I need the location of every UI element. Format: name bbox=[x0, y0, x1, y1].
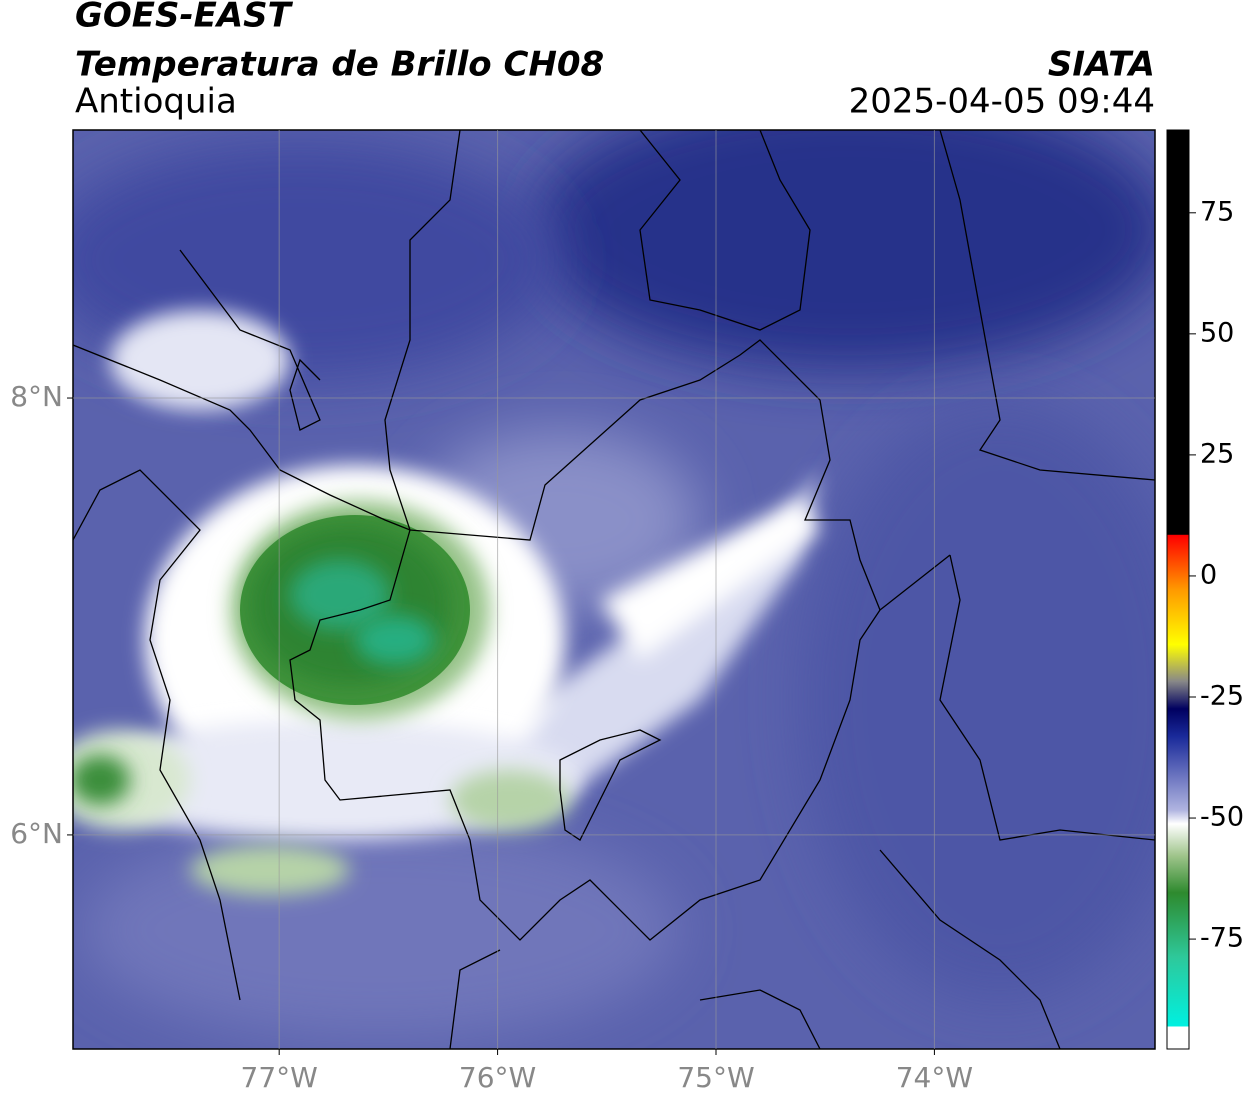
boundaries bbox=[73, 130, 1155, 1049]
lon-tick-label: 77°W bbox=[241, 1061, 318, 1094]
timestamp: 2025-04-05 09:44 bbox=[849, 82, 1155, 122]
lat-tick-label: 8°N bbox=[10, 380, 63, 413]
region: Antioquia bbox=[75, 82, 237, 122]
subtitle: Temperatura de Brillo CH08 bbox=[75, 45, 604, 85]
colorbar-tick-label: -25 bbox=[1200, 680, 1244, 711]
colorbar-tick-label: 0 bbox=[1200, 559, 1217, 590]
map-frame bbox=[72, 129, 1156, 1050]
colorbar-tick-label: 75 bbox=[1200, 196, 1234, 227]
title: GOES-EAST bbox=[75, 0, 294, 36]
lon-tick-label: 75°W bbox=[677, 1061, 754, 1094]
lat-tick-label: 6°N bbox=[10, 817, 63, 850]
lon-tick-label: 74°W bbox=[896, 1061, 973, 1094]
colorbar bbox=[1166, 129, 1190, 1050]
colorbar-tick-label: 25 bbox=[1200, 438, 1234, 469]
source: SIATA bbox=[1048, 45, 1155, 85]
colorbar-tick-label: -50 bbox=[1200, 802, 1244, 833]
colorbar-tick-label: 50 bbox=[1200, 317, 1234, 348]
satellite-image bbox=[73, 130, 1155, 1049]
lon-tick-label: 76°W bbox=[459, 1061, 536, 1094]
colorbar-tick-label: -75 bbox=[1200, 923, 1244, 954]
